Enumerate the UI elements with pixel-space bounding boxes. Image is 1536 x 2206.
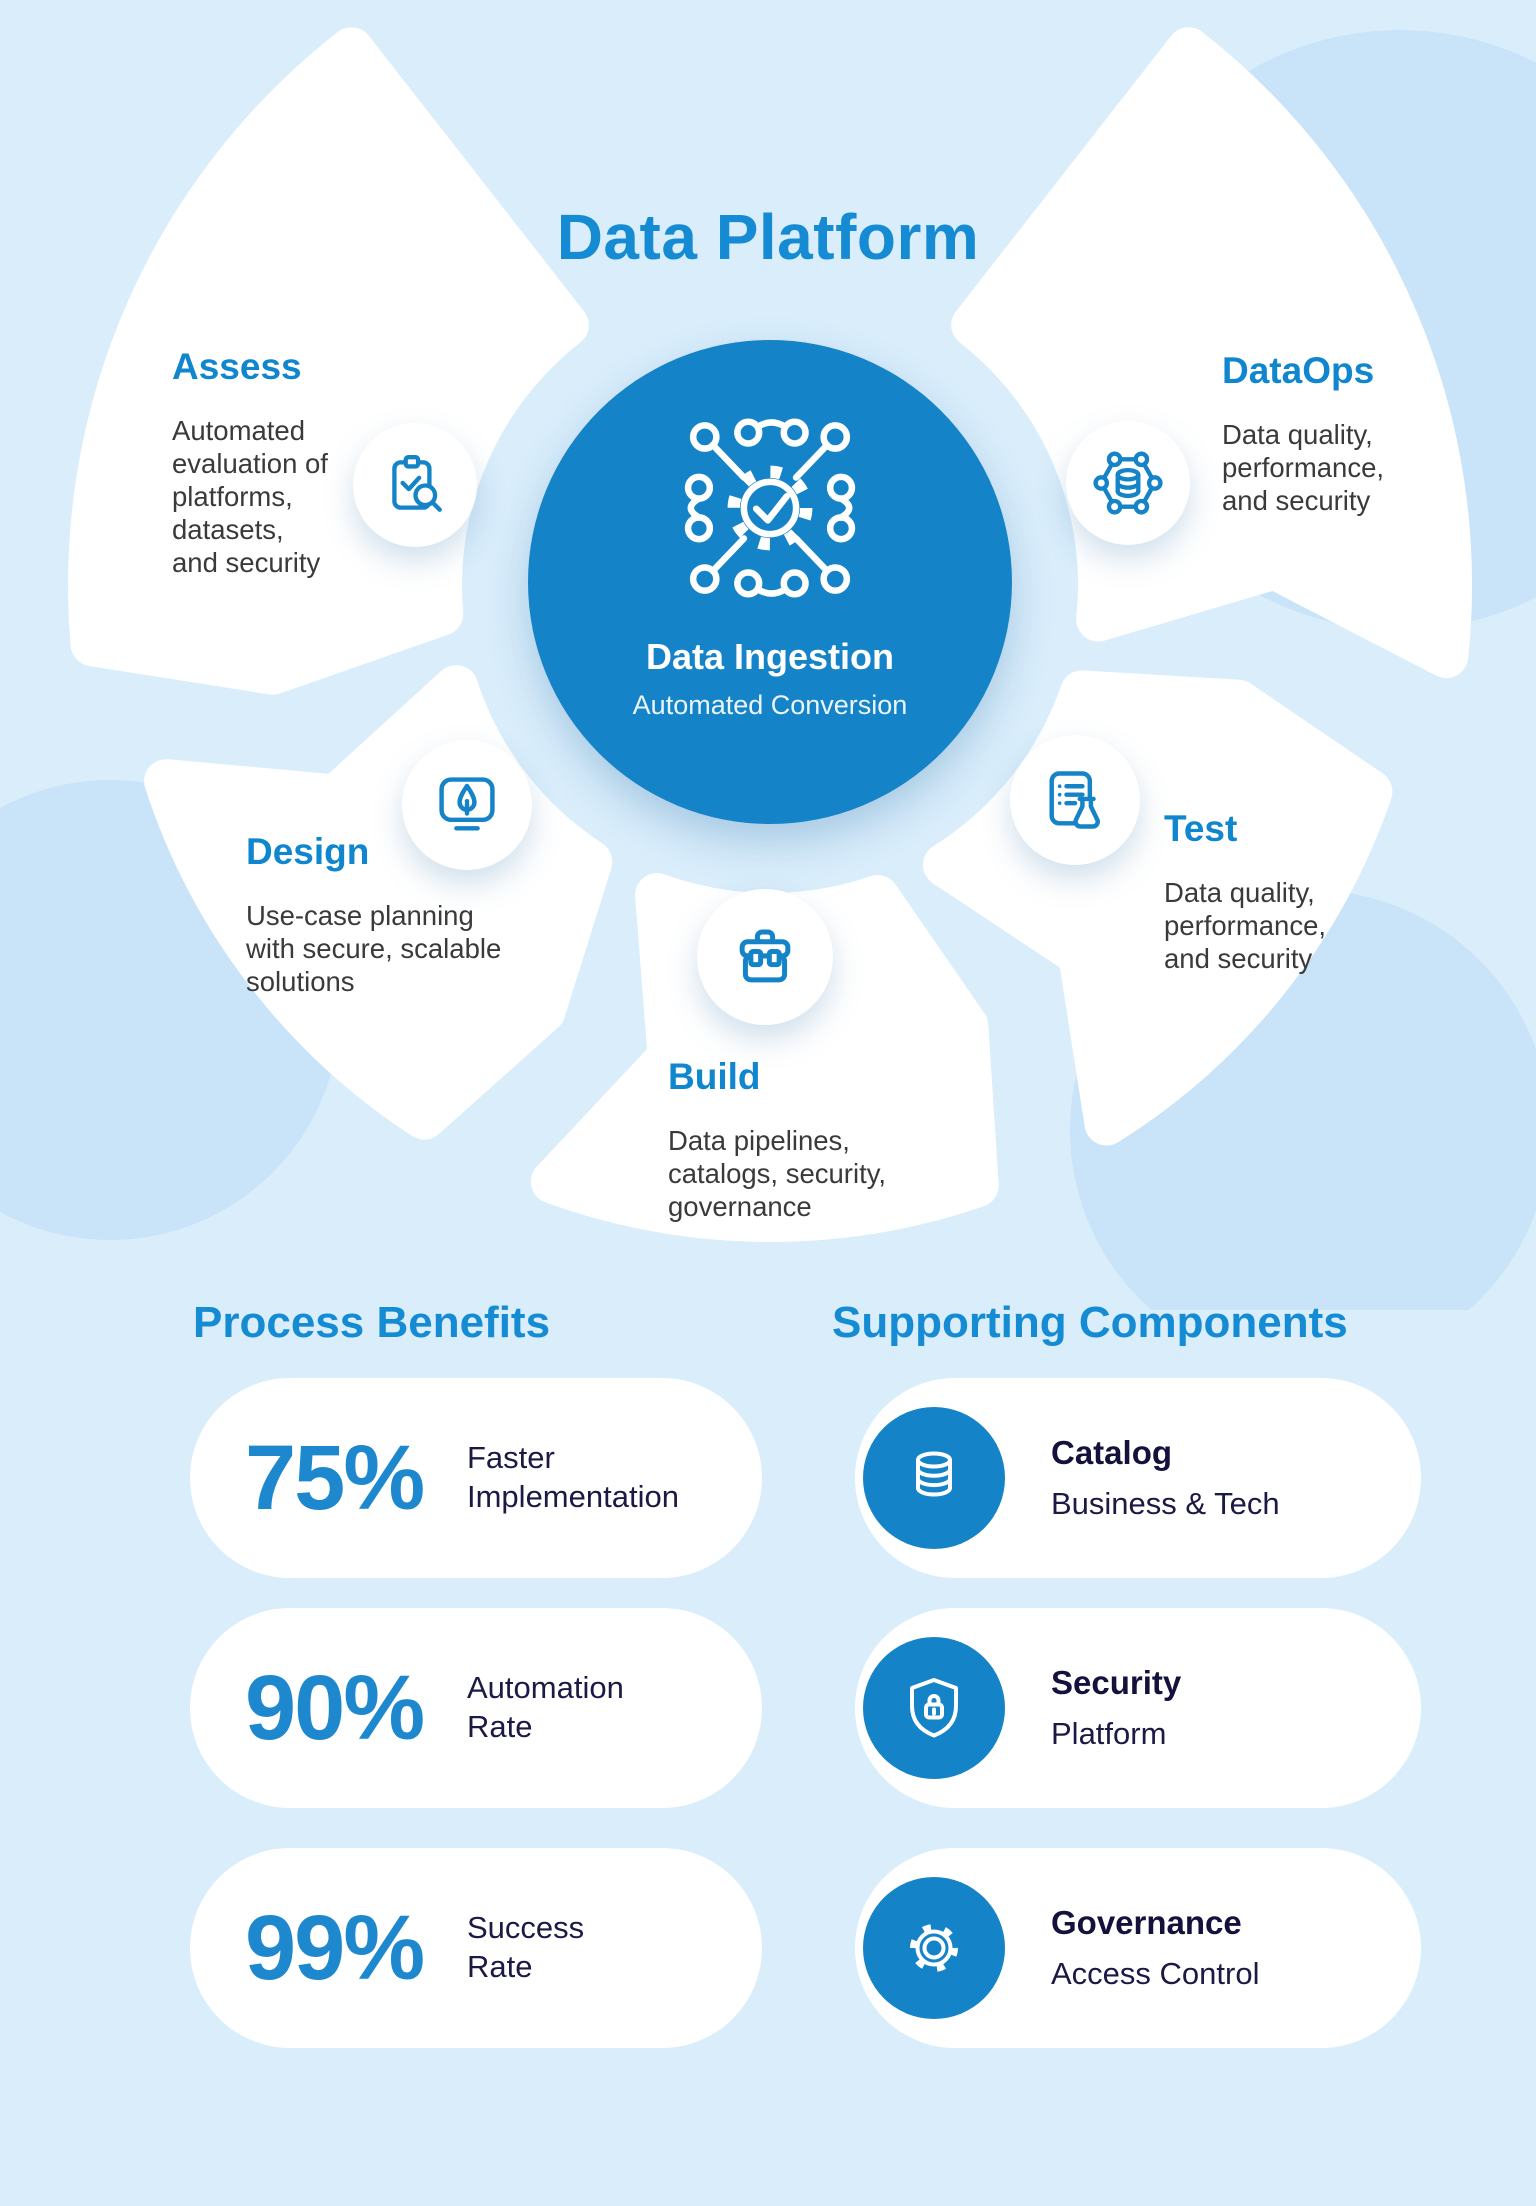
benefit-pill: 90% Automation Rate: [190, 1608, 762, 1808]
components-title: Supporting Components: [832, 1298, 1348, 1347]
data-ingestion-circle: Data Ingestion Automated Conversion: [528, 340, 1012, 824]
stage-icon-circle-design: [402, 740, 532, 870]
benefit-value: 90%: [245, 1656, 425, 1759]
center-subtitle: Automated Conversion: [632, 690, 908, 720]
toolbox-icon: [728, 920, 802, 994]
clipboard-check-search-icon: [380, 450, 450, 520]
component-pill: Catalog Business & Tech: [855, 1378, 1421, 1578]
component-icon-circle: [863, 1637, 1005, 1779]
stage-title: Build: [668, 1056, 761, 1097]
stage-title: Assess: [172, 346, 302, 387]
gear-icon: [899, 1913, 969, 1983]
component-subtitle: Business & Tech: [1051, 1486, 1280, 1521]
stage-icon-circle-test: [1010, 735, 1140, 865]
stage-design: Design Use-case planning with secure, sc…: [246, 831, 546, 998]
benefit-label: Automation Rate: [467, 1670, 624, 1744]
benefit-label: Success Rate: [467, 1910, 585, 1984]
stage-description: Data quality, performance, and security: [1164, 877, 1327, 974]
component-subtitle: Platform: [1051, 1716, 1167, 1751]
benefit-value: 99%: [245, 1896, 425, 1999]
benefit-label: Faster Implementation: [467, 1440, 679, 1514]
gear-network-icon: [654, 392, 886, 624]
checklist-flask-icon: [1039, 764, 1111, 836]
component-pill: Governance Access Control: [855, 1848, 1421, 2048]
stage-title: Test: [1164, 808, 1238, 849]
stage-title: Design: [246, 831, 370, 872]
component-icon-circle: [863, 1877, 1005, 2019]
stage-icon-circle-assess: [353, 423, 477, 547]
monitor-pen-icon: [431, 769, 503, 841]
benefit-value: 75%: [245, 1426, 425, 1529]
stage-build: Build Data pipelines, catalogs, security…: [668, 1056, 928, 1223]
component-title: Catalog: [1051, 1434, 1173, 1471]
stage-icon-circle-build: [697, 889, 833, 1025]
component-title: Security: [1051, 1664, 1182, 1701]
benefit-pill: 75% Faster Implementation: [190, 1378, 762, 1578]
process-cycle-ring: [0, 27, 1536, 1310]
component-title: Governance: [1051, 1904, 1242, 1941]
component-icon-circle: [863, 1407, 1005, 1549]
stage-dataops: DataOps Data quality, performance, and s…: [1222, 350, 1452, 517]
database-icon: [899, 1443, 969, 1513]
stage-description: Data quality, performance, and security: [1222, 419, 1385, 516]
stage-test: Test Data quality, performance, and secu…: [1164, 808, 1394, 975]
component-subtitle: Access Control: [1051, 1956, 1260, 1991]
stage-icon-circle-dataops: [1066, 421, 1190, 545]
component-pill: Security Platform: [855, 1608, 1421, 1808]
page-title: Data Platform: [556, 201, 980, 273]
stage-description: Automated evaluation of platforms, datas…: [172, 415, 328, 578]
hexagon-database-icon: [1093, 448, 1163, 518]
shield-lock-icon: [899, 1673, 969, 1743]
stage-assess: Assess Automated evaluation of platforms…: [172, 346, 402, 579]
benefits-title: Process Benefits: [193, 1298, 551, 1347]
center-title: Data Ingestion: [645, 636, 895, 677]
stage-description: Data pipelines, catalogs, security, gove…: [668, 1125, 887, 1222]
benefit-pill: 99% Success Rate: [190, 1848, 762, 2048]
stage-title: DataOps: [1222, 350, 1375, 391]
stage-description: Use-case planning with secure, scalable …: [246, 900, 502, 997]
